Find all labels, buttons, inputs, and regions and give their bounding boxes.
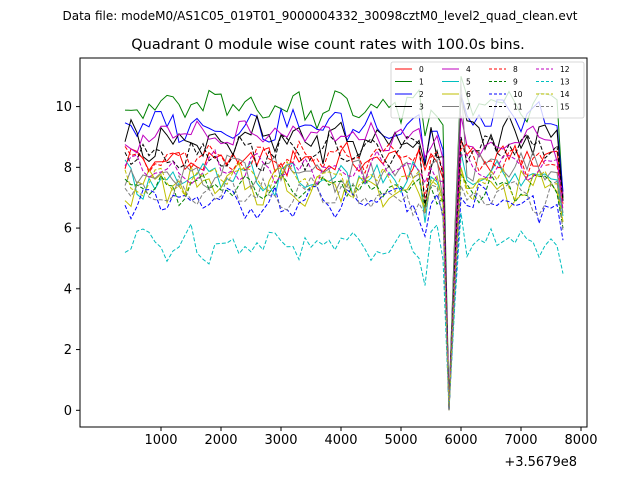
x-tick-label: 8000 <box>564 433 597 448</box>
x-tick-label: 6000 <box>444 433 477 448</box>
legend-label-8: 8 <box>513 65 518 74</box>
legend-label-12: 12 <box>560 65 570 74</box>
legend-box <box>390 61 585 119</box>
y-tick-label: 8 <box>64 161 72 176</box>
legend-label-11: 11 <box>513 103 523 112</box>
y-tick-label: 4 <box>64 282 72 297</box>
y-tick-label: 2 <box>64 343 72 358</box>
chart-title: Quadrant 0 module wise count rates with … <box>131 37 525 53</box>
series-line-3 <box>124 97 564 406</box>
series-line-14 <box>124 160 564 411</box>
y-tick-label: 0 <box>64 404 72 419</box>
legend-label-6: 6 <box>466 90 471 99</box>
x-offset-label: +3.5679e8 <box>504 455 577 470</box>
legend-label-13: 13 <box>560 78 570 87</box>
legend-label-0: 0 <box>419 65 424 74</box>
legend-label-4: 4 <box>466 65 471 74</box>
legend-label-14: 14 <box>560 90 570 99</box>
x-tick-label: 7000 <box>504 433 537 448</box>
series-line-12 <box>124 148 564 411</box>
series-line-13 <box>124 212 564 411</box>
series-line-2 <box>124 94 564 408</box>
legend-label-9: 9 <box>513 78 518 87</box>
y-tick-label: 10 <box>55 100 72 115</box>
legend-label-10: 10 <box>513 90 523 99</box>
x-tick-label: 4000 <box>324 433 357 448</box>
series-line-11 <box>124 133 564 411</box>
legend-label-5: 5 <box>466 78 471 87</box>
series-line-0 <box>124 139 564 411</box>
legend-label-1: 1 <box>419 78 424 87</box>
series-line-4 <box>124 115 564 409</box>
legend-label-15: 15 <box>560 103 570 112</box>
x-tick-label: 5000 <box>384 433 417 448</box>
axes-frame <box>79 57 588 428</box>
legend-label-7: 7 <box>466 103 471 112</box>
x-tick-label: 1000 <box>144 433 177 448</box>
series-line-6 <box>124 161 564 411</box>
figure-suptitle: Data file: modeM0/AS1C05_019T01_90000043… <box>62 9 577 23</box>
x-tick-label: 2000 <box>204 433 237 448</box>
y-tick-label: 6 <box>64 222 72 237</box>
legend-label-3: 3 <box>419 103 424 112</box>
legend-label-2: 2 <box>419 90 424 99</box>
series-line-8 <box>124 140 564 411</box>
series-layer <box>124 76 564 411</box>
series-line-10 <box>124 183 564 411</box>
x-tick-label: 3000 <box>264 433 297 448</box>
series-line-15 <box>124 174 564 411</box>
